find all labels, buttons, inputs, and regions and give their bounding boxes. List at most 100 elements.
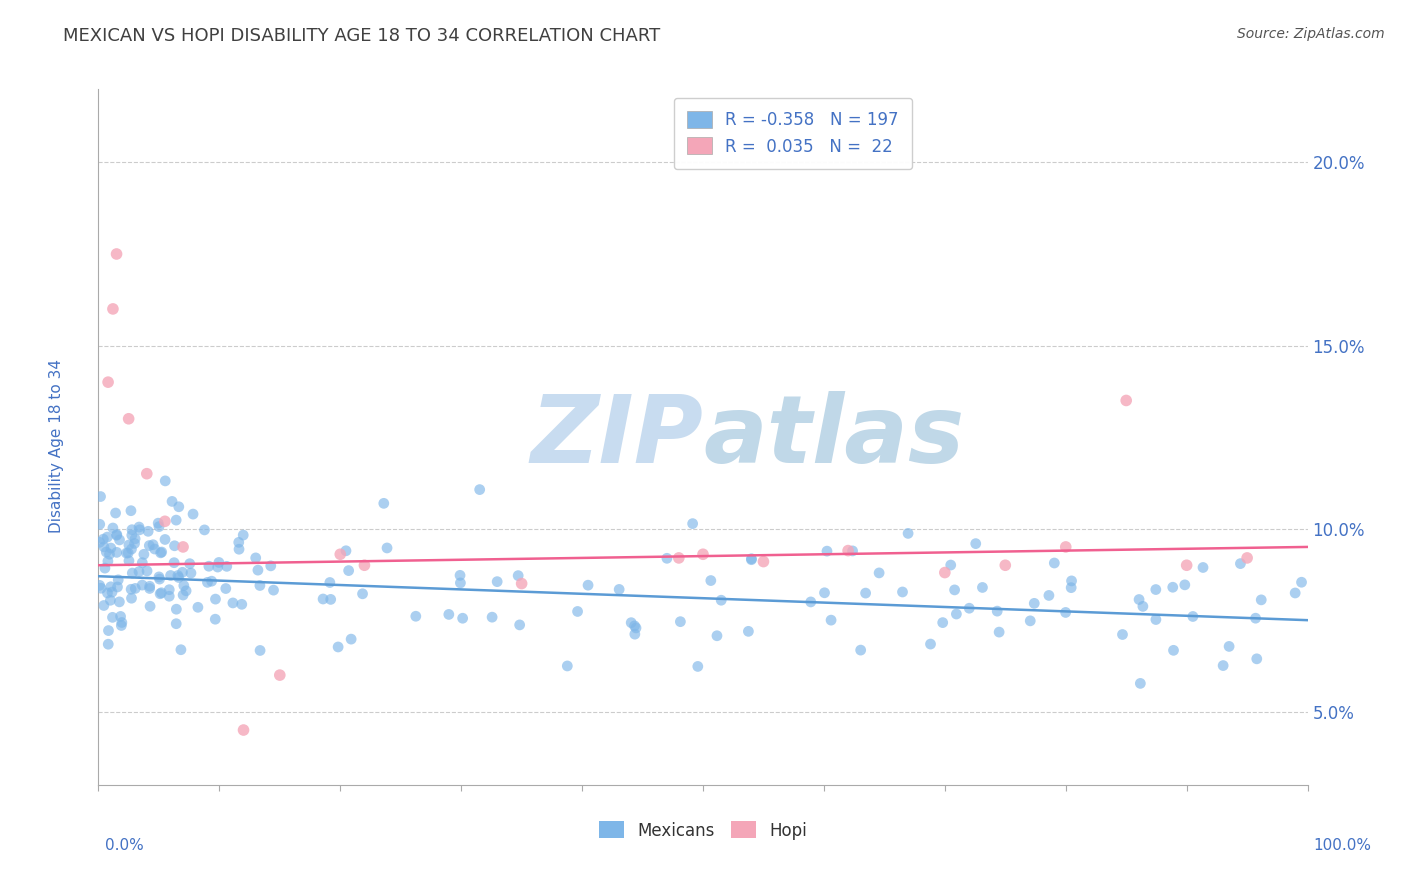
Point bbox=[97, 554, 120, 568]
Point bbox=[150, 545, 173, 559]
Point bbox=[481, 610, 503, 624]
Point bbox=[437, 607, 460, 622]
Point bbox=[163, 556, 186, 570]
Point bbox=[1129, 676, 1152, 690]
Point bbox=[988, 625, 1011, 640]
Point bbox=[939, 558, 962, 572]
Point bbox=[260, 558, 283, 573]
Point bbox=[1128, 592, 1150, 607]
Point bbox=[172, 540, 194, 554]
Point bbox=[1043, 556, 1066, 570]
Point bbox=[180, 566, 202, 580]
Point bbox=[96, 530, 118, 544]
Point bbox=[934, 566, 956, 580]
Point bbox=[135, 467, 157, 481]
Point bbox=[98, 547, 121, 561]
Point bbox=[710, 593, 733, 607]
Point bbox=[486, 574, 509, 589]
Point bbox=[232, 528, 254, 542]
Point bbox=[124, 532, 146, 546]
Point bbox=[101, 585, 124, 599]
Point bbox=[686, 659, 709, 673]
Point bbox=[101, 521, 124, 535]
Point bbox=[567, 604, 589, 618]
Point bbox=[124, 536, 146, 550]
Point bbox=[655, 551, 678, 566]
Point bbox=[1181, 609, 1204, 624]
Point bbox=[121, 566, 143, 580]
Point bbox=[148, 570, 170, 584]
Point bbox=[1250, 592, 1272, 607]
Point bbox=[668, 550, 690, 565]
Point bbox=[148, 516, 170, 531]
Point bbox=[269, 668, 291, 682]
Point bbox=[957, 601, 980, 615]
Point bbox=[920, 637, 942, 651]
Point bbox=[93, 540, 115, 554]
Point bbox=[118, 538, 141, 552]
Point bbox=[1024, 596, 1046, 610]
Point bbox=[138, 582, 160, 596]
Point bbox=[100, 580, 122, 594]
Point bbox=[160, 494, 183, 508]
Point bbox=[1144, 582, 1167, 597]
Point bbox=[931, 615, 953, 630]
Point bbox=[121, 542, 143, 557]
Point bbox=[179, 557, 201, 571]
Point bbox=[115, 546, 138, 560]
Point bbox=[105, 545, 128, 559]
Point bbox=[329, 547, 352, 561]
Point bbox=[143, 541, 166, 556]
Point bbox=[120, 582, 142, 597]
Point bbox=[167, 500, 190, 514]
Point bbox=[576, 578, 599, 592]
Point bbox=[96, 545, 118, 559]
Point bbox=[1236, 550, 1258, 565]
Point bbox=[157, 582, 180, 597]
Point bbox=[131, 556, 153, 570]
Text: 100.0%: 100.0% bbox=[1313, 838, 1371, 854]
Point bbox=[943, 582, 966, 597]
Point bbox=[849, 643, 872, 657]
Point bbox=[319, 592, 342, 607]
Point bbox=[90, 581, 112, 595]
Point bbox=[740, 552, 762, 566]
Point bbox=[165, 602, 187, 616]
Point bbox=[820, 613, 842, 627]
Point bbox=[148, 572, 170, 586]
Point bbox=[124, 582, 146, 596]
Point bbox=[149, 546, 172, 560]
Point bbox=[118, 554, 141, 568]
Point bbox=[157, 589, 180, 603]
Point bbox=[108, 533, 131, 547]
Point bbox=[246, 563, 269, 577]
Point bbox=[972, 581, 994, 595]
Point bbox=[121, 528, 143, 542]
Point bbox=[97, 624, 120, 638]
Point bbox=[89, 578, 111, 592]
Point bbox=[153, 514, 176, 528]
Point bbox=[1291, 575, 1313, 590]
Point bbox=[121, 591, 143, 606]
Point bbox=[1038, 589, 1060, 603]
Point bbox=[1192, 560, 1215, 574]
Point bbox=[451, 611, 474, 625]
Point bbox=[159, 568, 181, 582]
Point bbox=[128, 565, 150, 579]
Point bbox=[1144, 613, 1167, 627]
Point bbox=[841, 544, 863, 558]
Point bbox=[110, 609, 132, 624]
Point bbox=[148, 519, 170, 533]
Point bbox=[352, 587, 374, 601]
Point bbox=[468, 483, 491, 497]
Point bbox=[891, 585, 914, 599]
Point bbox=[139, 599, 162, 614]
Point bbox=[105, 247, 128, 261]
Point bbox=[174, 583, 197, 598]
Point bbox=[263, 583, 285, 598]
Point bbox=[335, 543, 357, 558]
Point bbox=[231, 597, 253, 611]
Point bbox=[165, 616, 187, 631]
Point bbox=[204, 612, 226, 626]
Point bbox=[682, 516, 704, 531]
